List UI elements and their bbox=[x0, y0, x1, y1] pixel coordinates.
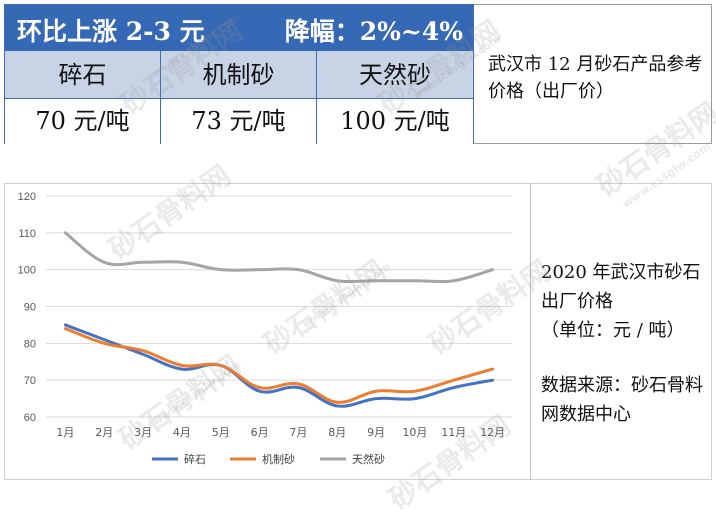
header-natural-sand: 天然砂 bbox=[317, 51, 473, 99]
price-crushed-stone: 70 元/吨 bbox=[5, 99, 161, 144]
chart-note-unit: （单位：元 / 吨） bbox=[541, 320, 685, 341]
top-side-note-box: 武汉市 12 月砂石产品参考价格（出厂价） bbox=[474, 4, 712, 144]
x-tick-label: 4月 bbox=[173, 426, 191, 439]
price-natural-sand: 100 元/吨 bbox=[317, 99, 473, 144]
y-tick-label: 70 bbox=[24, 375, 36, 387]
x-tick-label: 3月 bbox=[134, 426, 152, 439]
y-tick-label: 120 bbox=[18, 191, 36, 203]
chart-note-source: 数据来源：砂石骨料网数据中心 bbox=[541, 375, 703, 425]
x-tick-label: 11月 bbox=[441, 426, 466, 439]
legend-label: 碎石 bbox=[184, 452, 206, 466]
x-tick-label: 7月 bbox=[289, 426, 307, 439]
y-tick-label: 60 bbox=[24, 412, 36, 424]
price-manufactured-sand: 73 元/吨 bbox=[161, 99, 317, 144]
legend-label: 天然砂 bbox=[352, 452, 385, 466]
banner-decline-text: 降幅：2%~4% bbox=[284, 17, 463, 46]
chart-divider bbox=[530, 183, 531, 480]
x-tick-label: 2月 bbox=[95, 426, 113, 439]
header-crushed-stone: 碎石 bbox=[5, 51, 161, 99]
legend-label: 机制砂 bbox=[262, 452, 295, 466]
price-change-banner: 环比上涨 2-3 元 降幅：2%~4% bbox=[5, 5, 473, 51]
chart-note-title: 2020 年武汉市砂石出厂价格 bbox=[541, 262, 701, 312]
series-line-1 bbox=[63, 327, 495, 404]
y-tick-label: 80 bbox=[24, 338, 36, 350]
x-tick-label: 1月 bbox=[56, 426, 74, 439]
series-line-0 bbox=[63, 323, 495, 408]
y-tick-label: 100 bbox=[18, 265, 36, 277]
x-tick-label: 9月 bbox=[367, 426, 385, 439]
top-side-note: 武汉市 12 月砂石产品参考价格（出厂价） bbox=[488, 54, 703, 102]
x-tick-label: 12月 bbox=[480, 426, 505, 439]
x-tick-label: 6月 bbox=[251, 426, 269, 439]
price-panel: 环比上涨 2-3 元 降幅：2%~4% 碎石 机制砂 天然砂 70 元/吨 73… bbox=[4, 4, 474, 144]
chart-frame bbox=[4, 183, 712, 480]
series-line-2 bbox=[63, 231, 495, 284]
header-manufactured-sand: 机制砂 bbox=[161, 51, 317, 99]
x-tick-label: 10月 bbox=[402, 426, 427, 439]
price-line-chart: 60 70 80 90 100 110 120 1月 2月 3月 4月 5月 6月 7月 8月 9月 10月 11… bbox=[18, 191, 512, 466]
x-tick-label: 8月 bbox=[328, 426, 346, 439]
banner-change-text: 环比上涨 2-3 元 bbox=[17, 17, 205, 46]
y-tick-label: 90 bbox=[24, 302, 36, 314]
y-tick-label: 110 bbox=[18, 228, 36, 240]
x-tick-label: 5月 bbox=[212, 426, 230, 439]
chart-side-note: 2020 年武汉市砂石出厂价格 （单位：元 / 吨） 数据来源：砂石骨料网数据中… bbox=[541, 258, 711, 429]
